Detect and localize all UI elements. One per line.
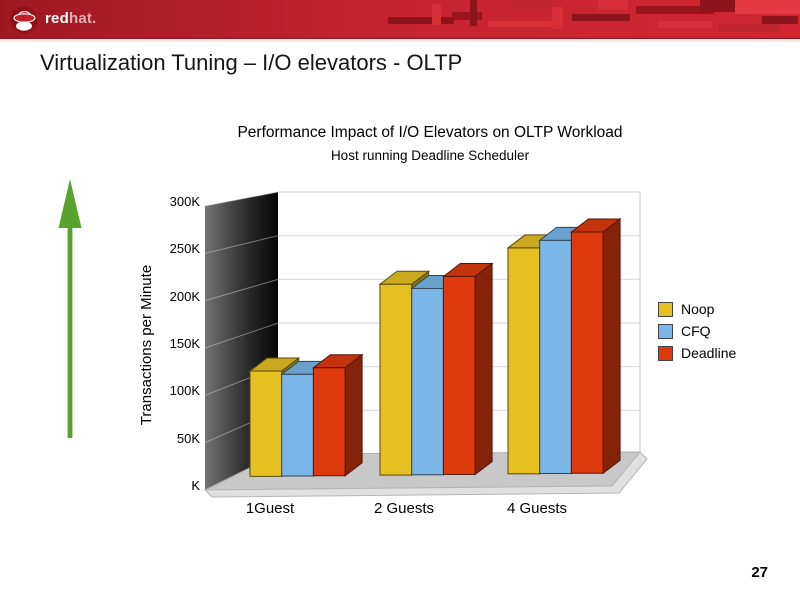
slide-title: Virtualization Tuning – I/O elevators - … bbox=[40, 50, 463, 75]
brand-light: hat. bbox=[68, 10, 97, 27]
bar-cfq-4guests bbox=[539, 239, 572, 475]
legend-item-deadline: Deadline bbox=[658, 346, 736, 361]
bar-deadline-4guests-side bbox=[602, 217, 621, 475]
legend-label-noop: Noop bbox=[681, 301, 715, 317]
banner-pattern-shape bbox=[572, 14, 630, 21]
banner-pattern-shape bbox=[552, 7, 563, 29]
bar-noop-1guest bbox=[249, 370, 283, 477]
wall-gridline bbox=[204, 191, 279, 207]
x-label-4guests: 4 Guests bbox=[506, 500, 568, 517]
redhat-logo-icon bbox=[10, 6, 38, 34]
bar-deadline-4guests bbox=[570, 231, 604, 474]
banner-pattern-shape bbox=[388, 17, 454, 24]
y-tick-100k: 100K bbox=[169, 383, 200, 399]
chart-subtitle: Host running Deadline Scheduler bbox=[330, 148, 530, 163]
legend-item-noop: Noop bbox=[658, 302, 736, 317]
y-tick-200k: 200K bbox=[169, 288, 200, 304]
legend-label-cfq: CFQ bbox=[681, 323, 711, 339]
banner-pattern-shape bbox=[718, 24, 780, 32]
chart-title: Performance Impact of I/O Elevators on O… bbox=[237, 124, 623, 141]
bar-cfq-1guest bbox=[281, 373, 314, 477]
bar-noop-4guests bbox=[507, 247, 541, 475]
x-label-1guest: 1Guest bbox=[245, 500, 295, 517]
y-tick-300k: 300K bbox=[169, 194, 200, 209]
banner-pattern-shape bbox=[735, 0, 800, 14]
wall-gridline bbox=[204, 322, 279, 349]
header-banner: redhat. bbox=[0, 0, 800, 39]
banner-pattern-shape bbox=[598, 0, 628, 10]
y-tick-k: K bbox=[191, 477, 200, 493]
bar-deadline-1guest-side bbox=[344, 353, 363, 477]
banner-pattern-shape bbox=[488, 21, 552, 27]
banner-pattern-shape bbox=[636, 6, 714, 14]
banner-pattern-shape bbox=[700, 0, 738, 12]
legend-swatch-deadline bbox=[658, 346, 673, 361]
legend-label-deadline: Deadline bbox=[681, 345, 737, 361]
y-tick-150k: 150K bbox=[169, 335, 200, 351]
bar-deadline-2guests bbox=[442, 275, 476, 475]
bar-cfq-2guests bbox=[411, 287, 444, 476]
chart-floor-bevel bbox=[203, 451, 648, 498]
x-label-2guests: 2 Guests bbox=[373, 500, 435, 517]
banner-pattern-shape bbox=[512, 0, 554, 9]
redhat-logo-text: redhat. bbox=[45, 10, 96, 27]
banner-pattern-shape bbox=[658, 21, 712, 28]
y-tick-250k: 250K bbox=[169, 241, 200, 257]
up-arrow-icon bbox=[58, 179, 82, 228]
bar-deadline-2guests-side bbox=[474, 262, 493, 476]
y-tick-50k: 50K bbox=[176, 430, 200, 446]
brand-bold: red bbox=[45, 10, 69, 27]
legend-item-cfq: CFQ bbox=[658, 324, 736, 339]
banner-pattern-shape bbox=[762, 16, 798, 24]
banner-pattern-shape bbox=[432, 4, 441, 25]
legend-swatch-cfq bbox=[658, 324, 673, 339]
legend-swatch-noop bbox=[658, 302, 673, 317]
bar-deadline-1guest bbox=[312, 367, 346, 477]
bar-noop-2guests bbox=[379, 283, 413, 476]
wall-gridline bbox=[204, 278, 279, 302]
chart-legend: Noop CFQ Deadline bbox=[658, 302, 736, 368]
wall-gridline bbox=[204, 235, 279, 254]
banner-pattern-shape bbox=[452, 12, 482, 20]
banner-pattern-shape bbox=[470, 0, 477, 26]
page-number: 27 bbox=[751, 564, 768, 581]
up-arrow-stem bbox=[67, 226, 73, 438]
